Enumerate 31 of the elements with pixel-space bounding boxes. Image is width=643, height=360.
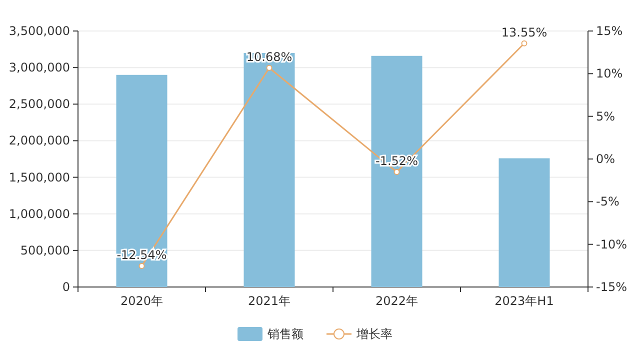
legend-label: 销售额 xyxy=(266,327,304,341)
x-tick-label: 2021年 xyxy=(248,294,291,308)
y-tick-label: 3,500,000 xyxy=(8,24,70,38)
y-tick-label: 2,500,000 xyxy=(8,97,70,112)
legend-label: 增长率 xyxy=(356,327,392,341)
bar xyxy=(116,74,168,287)
y-tick-label: 2,000,000 xyxy=(8,134,70,148)
y-tick-label: 0 xyxy=(62,280,70,294)
y2-tick-label: 5% xyxy=(596,109,616,124)
x-tick-label: 2022年 xyxy=(375,294,418,308)
point xyxy=(394,168,400,175)
point xyxy=(138,263,145,270)
y-tick-label: 500,000 xyxy=(20,243,70,258)
bar xyxy=(498,158,550,287)
data-label: 13.55% xyxy=(501,25,548,40)
y2-tick-label: -10% xyxy=(596,237,628,252)
y-tick-label: 1,500,000 xyxy=(8,170,70,184)
x-tick-label: 2023年H1 xyxy=(494,294,554,308)
data-label: 10.68% xyxy=(246,50,292,64)
y2-tick-label: 10% xyxy=(596,66,623,81)
point xyxy=(266,64,272,71)
y2-tick-label: -15% xyxy=(596,280,628,294)
y2-tick-label: -5% xyxy=(596,194,620,209)
y2-tick-label: 15% xyxy=(596,24,623,38)
point xyxy=(521,40,528,46)
y-tick-label: 3,000,000 xyxy=(8,60,70,75)
bar xyxy=(244,52,295,287)
bar xyxy=(371,56,422,287)
x-tick-label: 2020年 xyxy=(120,294,164,308)
y-tick-label: 1,000,000 xyxy=(8,206,70,221)
y2-tick-label: 0% xyxy=(596,152,616,166)
